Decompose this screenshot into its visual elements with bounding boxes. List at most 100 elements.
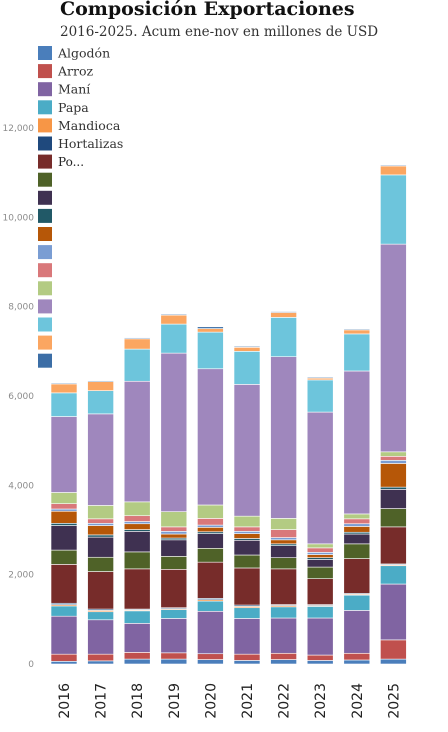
- legend-swatch: [38, 208, 52, 223]
- bar-stack-2025: [380, 164, 407, 665]
- x-tick-label: 2018: [130, 683, 146, 719]
- bar-segment: [197, 653, 224, 660]
- legend-swatch: [38, 172, 52, 187]
- legend-item: [38, 245, 52, 260]
- bar-segment: [270, 539, 297, 545]
- legend-item: Papa: [38, 100, 89, 115]
- bar-segment: [380, 174, 407, 245]
- bar-segment: [50, 416, 78, 493]
- legend-item: [38, 190, 52, 205]
- bar-segment: [160, 314, 188, 325]
- bar-segment: [306, 552, 334, 555]
- legend-item: [38, 263, 52, 278]
- legend-item: Arroz: [38, 64, 94, 79]
- bar-segment: [343, 518, 371, 525]
- bar-segment: [380, 639, 407, 660]
- bar-segment: [306, 606, 334, 619]
- bar-segment: [50, 383, 78, 394]
- bar-segment: [197, 368, 224, 506]
- legend-overlap-text: Po...: [58, 155, 84, 169]
- legend-item: [38, 154, 52, 169]
- bar-segment: [233, 347, 261, 352]
- x-tick-label: 2021: [240, 683, 256, 719]
- legend-item: [38, 227, 52, 241]
- y-tick-label: 12,000: [3, 124, 35, 134]
- bar-segment: [343, 328, 371, 331]
- legend-swatch: [38, 335, 52, 350]
- bar-segment: [50, 564, 78, 604]
- bar-segment: [197, 518, 224, 526]
- bar-segment: [197, 504, 224, 519]
- bar-segment: [306, 617, 334, 656]
- bar-segment: [50, 492, 78, 504]
- bar-segment: [270, 659, 297, 665]
- y-tick-label: 0: [28, 660, 34, 670]
- bar-segment: [123, 348, 151, 382]
- legend-label: Maní: [58, 82, 91, 97]
- bar-segment: [270, 537, 297, 541]
- bar-segment: [123, 568, 151, 610]
- bars: [50, 164, 407, 665]
- x-tick-label: 2023: [313, 683, 329, 719]
- legend-swatch: [38, 136, 52, 151]
- bar-segment: [270, 545, 297, 558]
- legend-swatch: [38, 227, 52, 241]
- bar-segment: [380, 583, 407, 641]
- bar-segment: [343, 659, 371, 665]
- bar-segment: [87, 505, 114, 520]
- chart-subtitle: 2016-2025. Acum ene-nov en millones de U…: [60, 24, 379, 40]
- bar-segment: [343, 543, 371, 559]
- bar-segment: [233, 653, 261, 661]
- y-axis: 0 2,000 4,000 6,000 8,000 10,000 12,000: [3, 124, 35, 670]
- bar-segment: [123, 338, 151, 350]
- bar-stack-2016: [50, 382, 78, 665]
- bar-segment: [87, 536, 114, 558]
- bar-segment: [197, 659, 224, 665]
- bar-segment: [270, 568, 297, 605]
- bar-segment: [197, 328, 224, 333]
- bar-stack-2022: [270, 311, 297, 665]
- bar-segment: [197, 527, 224, 533]
- x-tick-label: 2020: [203, 683, 219, 719]
- legend-label: Arroz: [57, 64, 94, 79]
- bar-segment: [87, 525, 114, 536]
- bar-segment: [380, 658, 407, 665]
- bar-segment: [50, 549, 78, 565]
- bar-segment: [50, 653, 78, 662]
- legend-swatch: [38, 118, 52, 133]
- bar-segment: [233, 526, 261, 532]
- bar-segment: [123, 658, 151, 665]
- legend-item: Hortalizas: [38, 136, 123, 151]
- bar-segment: [233, 618, 261, 655]
- bar-segment: [380, 508, 407, 528]
- legend-swatch: [38, 245, 52, 260]
- bar-segment: [197, 600, 224, 612]
- bar-segment: [123, 337, 151, 340]
- legend-label: Hortalizas: [58, 136, 123, 151]
- bar-segment: [343, 652, 371, 661]
- bar-segment: [233, 384, 261, 517]
- legend-swatch: [38, 317, 52, 332]
- bar-stack-2021: [233, 346, 261, 665]
- bar-segment: [343, 513, 371, 520]
- bar-segment: [197, 326, 224, 329]
- bar-segment: [306, 411, 334, 545]
- bar-segment: [270, 557, 297, 570]
- bar-segment: [197, 524, 224, 528]
- legend-swatch: [38, 82, 52, 97]
- bar-segment: [87, 413, 114, 506]
- bar-segment: [197, 331, 224, 370]
- bar-segment: [343, 533, 371, 545]
- x-tick-label: 2017: [94, 683, 110, 719]
- bar-segment: [160, 533, 188, 539]
- bar-segment: [87, 653, 114, 662]
- legend-swatch: [38, 46, 52, 60]
- bar-segment: [160, 323, 188, 354]
- legend-item: [38, 353, 52, 368]
- bar-segment: [197, 561, 224, 599]
- x-tick-label: 2024: [350, 683, 366, 719]
- bar-segment: [233, 607, 261, 619]
- bar-segment: [343, 329, 371, 335]
- y-tick-label: 8,000: [8, 303, 34, 313]
- bar-segment: [160, 569, 188, 609]
